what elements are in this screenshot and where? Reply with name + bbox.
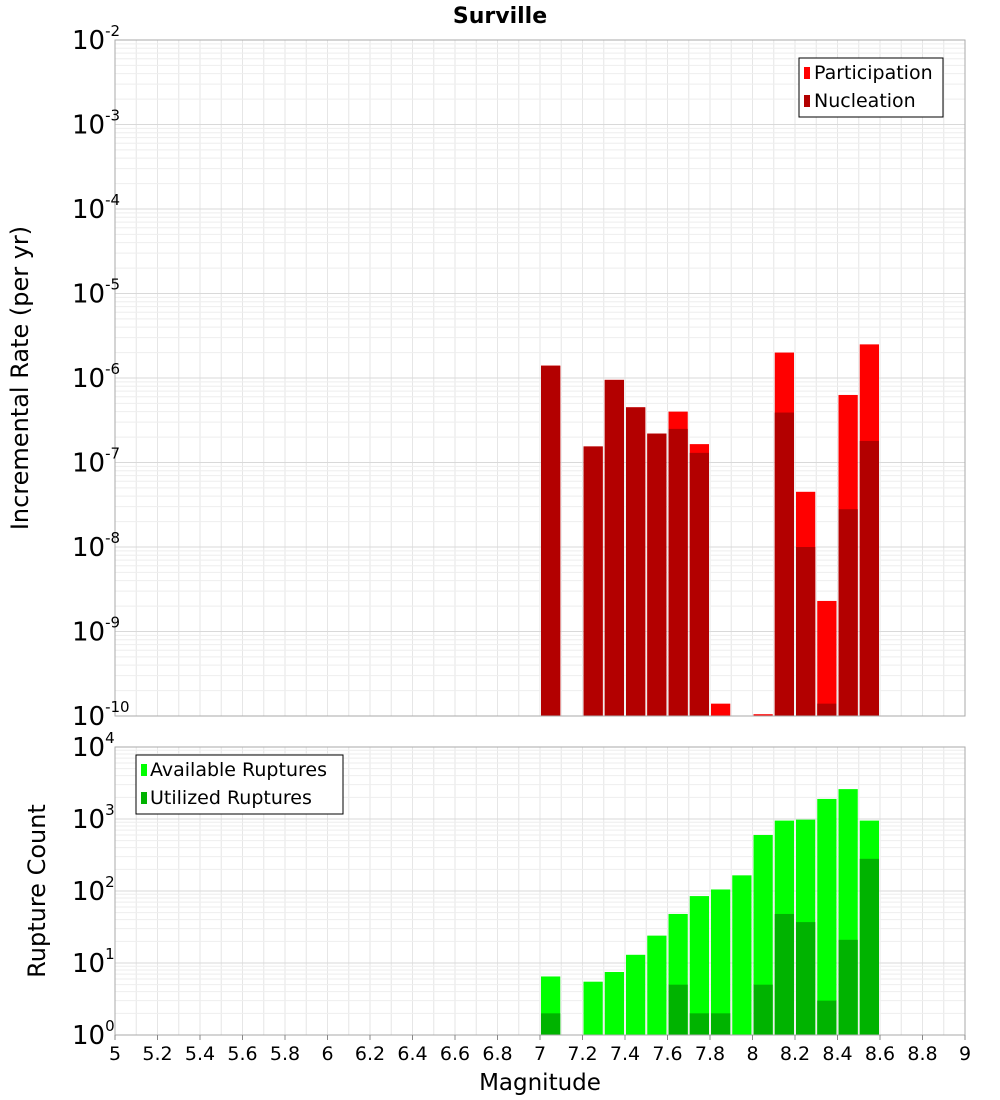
x-tick-label: 6.2 bbox=[355, 1043, 385, 1065]
bottom-y-tick-label: 101 bbox=[72, 945, 115, 979]
top-bar-nucleation bbox=[583, 446, 603, 716]
x-tick-label: 6.4 bbox=[397, 1043, 427, 1065]
top-y-tick-label: 10-10 bbox=[72, 698, 130, 732]
x-tick-label: 7.8 bbox=[695, 1043, 725, 1065]
x-tick-label: 7.4 bbox=[610, 1043, 640, 1065]
bottom-bar-available-ruptures bbox=[626, 954, 646, 1035]
x-tick-label: 5.2 bbox=[142, 1043, 172, 1065]
x-tick-label: 8 bbox=[746, 1043, 758, 1065]
legend-label-utilized: Utilized Ruptures bbox=[150, 787, 312, 809]
top-bars bbox=[541, 344, 879, 716]
top-bar-nucleation bbox=[817, 703, 837, 716]
legend-swatch-participation bbox=[804, 67, 810, 79]
top-plot: 10-10 10-9 10-8 10-7 10-6 10-5 10-4 10-3 10-2 In… bbox=[6, 22, 966, 732]
top-bar-nucleation bbox=[647, 433, 667, 716]
x-tick-label: 6 bbox=[321, 1043, 333, 1065]
bottom-y-axis-label: Rupture Count bbox=[23, 804, 51, 978]
bottom-legend: Available Ruptures Utilized Ruptures bbox=[135, 754, 344, 815]
top-y-tick-label: 10-5 bbox=[72, 276, 120, 310]
top-bar-participation bbox=[711, 703, 731, 716]
legend-label-participation: Participation bbox=[814, 62, 933, 84]
top-grid bbox=[114, 39, 966, 717]
legend-swatch-nucleation bbox=[804, 95, 810, 107]
bottom-bar-utilized-ruptures bbox=[668, 984, 688, 1035]
top-y-tick-label: 10-6 bbox=[72, 360, 120, 394]
chart-title: Surville bbox=[453, 4, 547, 29]
bottom-bar-available-ruptures bbox=[583, 981, 603, 1035]
bottom-bar-available-ruptures bbox=[647, 935, 667, 1035]
x-tick-label: 5.8 bbox=[270, 1043, 300, 1065]
top-bar-participation bbox=[753, 714, 773, 716]
x-axis-label: Magnitude bbox=[479, 1070, 601, 1096]
x-tick-label: 7 bbox=[534, 1043, 546, 1065]
bottom-bar-utilized-ruptures bbox=[711, 1013, 731, 1035]
legend-label-available: Available Ruptures bbox=[150, 759, 327, 781]
bottom-bar-utilized-ruptures bbox=[817, 1000, 837, 1035]
x-tick-label: 6.6 bbox=[440, 1043, 470, 1065]
top-bar-nucleation bbox=[838, 509, 858, 716]
bottom-y-tick-labels: 100 101 102 103 104 bbox=[72, 729, 115, 1051]
top-bar-nucleation bbox=[859, 440, 879, 716]
bottom-y-tick-label: 102 bbox=[72, 873, 115, 907]
x-tick-label: 8.2 bbox=[780, 1043, 810, 1065]
x-tick-label: 7.6 bbox=[652, 1043, 682, 1065]
top-bar-nucleation bbox=[796, 547, 816, 716]
bottom-bar-utilized-ruptures bbox=[753, 984, 773, 1035]
bottom-bar-available-ruptures bbox=[732, 875, 752, 1035]
bottom-bar-available-ruptures bbox=[604, 971, 624, 1035]
top-bar-nucleation bbox=[774, 412, 794, 716]
bottom-bar-utilized-ruptures bbox=[689, 1013, 709, 1035]
bottom-y-tick-label: 104 bbox=[72, 729, 115, 763]
top-bar-nucleation bbox=[541, 365, 561, 716]
top-bar-nucleation bbox=[668, 428, 688, 716]
top-y-tick-label: 10-7 bbox=[72, 445, 120, 479]
top-y-axis-label: Incremental Rate (per yr) bbox=[6, 226, 34, 530]
bottom-bar-utilized-ruptures bbox=[541, 1013, 561, 1035]
x-tick-label: 6.8 bbox=[482, 1043, 512, 1065]
bottom-bars bbox=[541, 789, 879, 1035]
x-tick-label: 5.6 bbox=[227, 1043, 257, 1065]
bottom-bar-utilized-ruptures bbox=[774, 913, 794, 1035]
x-tick-labels: 5 5.2 5.4 5.6 5.8 6 6.2 6.4 6.6 6.8 7 7.2 7.4 7.6 7.8 8… bbox=[109, 1035, 971, 1065]
top-bar-nucleation bbox=[604, 379, 624, 716]
top-y-tick-label: 10-4 bbox=[72, 191, 120, 225]
bottom-plot: 100 101 102 103 104 5 5.2 5.4 5.6 5.8 6 6.2 6.4 6.6 6… bbox=[23, 729, 971, 1096]
x-tick-label: 9 bbox=[959, 1043, 971, 1065]
top-bar-participation bbox=[817, 600, 837, 716]
legend-swatch-utilized bbox=[141, 792, 147, 804]
bottom-y-tick-label: 100 bbox=[72, 1017, 115, 1051]
bottom-bar-utilized-ruptures bbox=[859, 858, 879, 1035]
legend-label-nucleation: Nucleation bbox=[814, 90, 916, 112]
top-y-tick-label: 10-8 bbox=[72, 529, 120, 563]
bottom-bar-available-ruptures bbox=[817, 798, 837, 1035]
x-tick-label: 8.4 bbox=[822, 1043, 852, 1065]
top-bar-nucleation bbox=[689, 452, 709, 716]
top-bar-nucleation bbox=[626, 407, 646, 716]
legend-swatch-available bbox=[141, 764, 147, 776]
top-y-tick-label: 10-2 bbox=[72, 22, 120, 56]
top-legend: Participation Nucleation bbox=[798, 57, 944, 118]
x-tick-label: 8.8 bbox=[907, 1043, 937, 1065]
bottom-y-tick-label: 103 bbox=[72, 801, 115, 835]
x-tick-label: 8.6 bbox=[865, 1043, 895, 1065]
bottom-bar-available-ruptures bbox=[711, 889, 731, 1035]
x-tick-label: 5 bbox=[109, 1043, 121, 1065]
top-y-tick-label: 10-3 bbox=[72, 107, 120, 141]
x-tick-label: 5.4 bbox=[185, 1043, 215, 1065]
bottom-bar-utilized-ruptures bbox=[796, 922, 816, 1035]
bottom-bar-available-ruptures bbox=[689, 896, 709, 1035]
top-y-tick-labels: 10-10 10-9 10-8 10-7 10-6 10-5 10-4 10-3 10-2 bbox=[72, 22, 130, 732]
top-y-tick-label: 10-9 bbox=[72, 614, 120, 648]
bottom-bar-utilized-ruptures bbox=[838, 939, 858, 1035]
x-tick-label: 7.2 bbox=[567, 1043, 597, 1065]
top-plot-border bbox=[114, 39, 966, 717]
